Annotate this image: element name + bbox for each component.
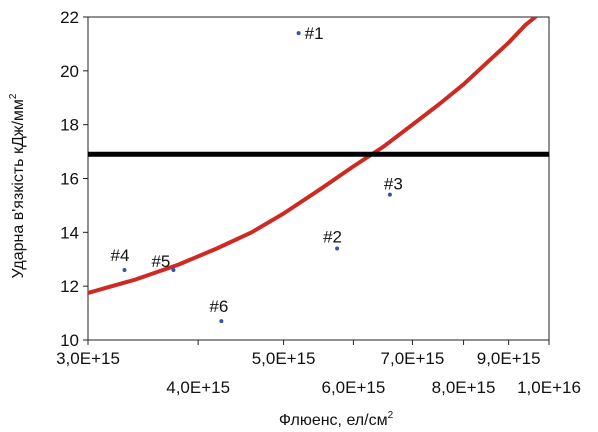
x-tick-label: 3,0E+15 [56,349,120,368]
x-axis: 3,0E+15 4,0E+15 5,0E+15 6,0E+15 7,0E+15 8,0E+… [56,340,581,397]
x-tick-label: 4,0E+15 [166,378,230,397]
x-tick-label: 1,0E+16 [517,378,581,397]
x-tick-label: 7,0E+15 [381,349,445,368]
plot-area [87,16,550,341]
plot-border [87,16,550,341]
data-point [387,192,392,197]
x-axis-title: Флюенс, ел/см2 [279,410,394,429]
point-label: #6 [209,297,228,316]
y-tick-label: 22 [60,8,79,27]
y-tick-label: 16 [60,170,79,189]
point-label: #4 [110,246,129,265]
x-tick-label: 9,0E+15 [477,349,541,368]
data-point [171,268,176,273]
data-point [296,31,301,36]
x-tick-label: 5,0E+15 [252,349,316,368]
y-tick-label: 18 [60,116,79,135]
y-tick-label: 14 [60,223,79,242]
point-label: #2 [323,227,342,246]
data-point [219,319,224,324]
points-layer: #1 #2 #3 #4 #5 #6 [110,24,403,324]
x-tick-label: 6,0E+15 [321,378,385,397]
y-axis-title: Ударна в'язкість кДж/мм2 [8,93,27,278]
y-tick-label: 12 [60,277,79,296]
y-tick-label: 20 [60,62,79,81]
data-point [122,268,127,273]
point-label: #1 [305,24,324,43]
data-point [335,246,340,251]
point-label: #5 [151,252,170,271]
point-label: #3 [384,175,403,194]
y-tick-label: 10 [60,331,79,350]
x-tick-label: 8,0E+15 [432,378,496,397]
y-axis: 10 12 14 16 18 20 22 [60,8,88,350]
